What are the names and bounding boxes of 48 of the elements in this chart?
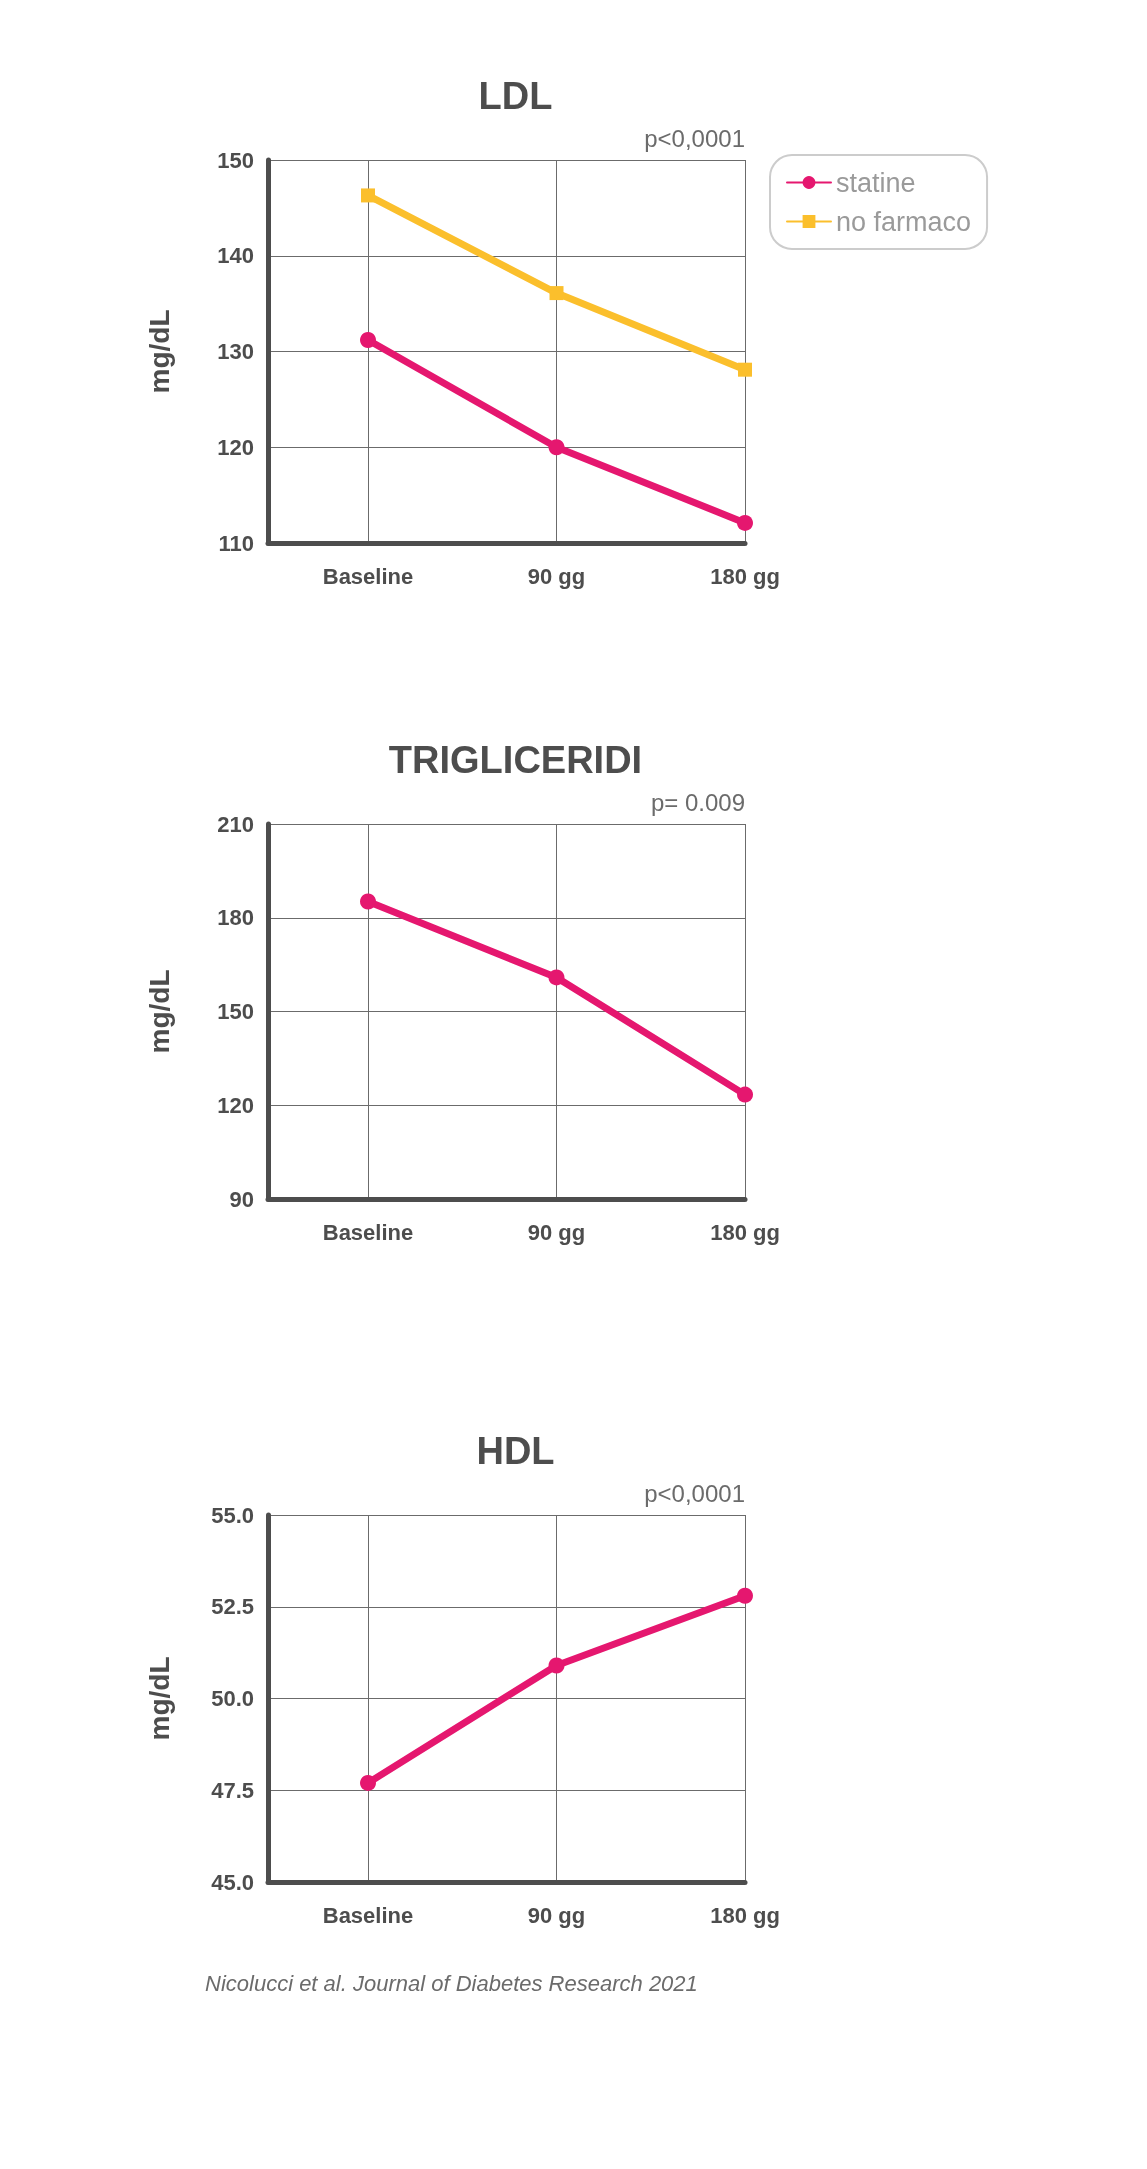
x-tick-label: 180 gg bbox=[710, 1219, 780, 1245]
y-tick-label: 52.5 bbox=[211, 1594, 254, 1620]
y-axis-title: mg/dL bbox=[143, 309, 175, 394]
point bbox=[548, 1657, 565, 1674]
text: p<0,0001 bbox=[644, 124, 746, 152]
y-tick-label: 47.5 bbox=[211, 1777, 254, 1803]
legend-label: no farmaco bbox=[836, 206, 972, 237]
x-tick-label: 180 gg bbox=[710, 1902, 780, 1928]
x-tick-label: Baseline bbox=[322, 563, 414, 589]
y-tick-label: 120 bbox=[217, 1092, 254, 1118]
point bbox=[737, 514, 753, 531]
point bbox=[360, 893, 376, 910]
legend-label: statine bbox=[836, 167, 916, 198]
y-tick-label: 90 bbox=[229, 1186, 254, 1212]
y-tick-label: 120 bbox=[217, 434, 254, 460]
y-axis-title: mg/dL bbox=[143, 969, 175, 1054]
point bbox=[549, 286, 564, 301]
chart-title: TRIGLICERIDI bbox=[388, 739, 643, 781]
x-tick-label: 90 gg bbox=[527, 1219, 586, 1245]
point bbox=[737, 1086, 753, 1103]
point bbox=[360, 1774, 376, 1791]
y-tick-label: 110 bbox=[218, 530, 254, 556]
x-tick-label: 90 gg bbox=[527, 1902, 586, 1928]
x-tick-label: Baseline bbox=[322, 1902, 414, 1928]
y-tick-label: 140 bbox=[217, 243, 254, 269]
point bbox=[737, 1587, 753, 1604]
text: Nicolucci et al. Journal of Diabetes Research 2021 bbox=[205, 1970, 698, 1996]
chart-title: LDL bbox=[478, 75, 553, 117]
point bbox=[548, 439, 565, 456]
y-tick-label: 50.0 bbox=[211, 1686, 254, 1711]
point bbox=[548, 969, 565, 986]
chart-title: HDL bbox=[476, 1430, 555, 1472]
y-tick-label: 55.0 bbox=[211, 1502, 254, 1528]
y-tick-label: 210 bbox=[217, 811, 254, 837]
text: p= 0.009 bbox=[650, 788, 745, 816]
point bbox=[360, 332, 376, 349]
y-tick-label: 150 bbox=[217, 147, 254, 173]
x-tick-label: 90 gg bbox=[527, 563, 586, 589]
y-axis-title: mg/dL bbox=[143, 1656, 175, 1741]
x-tick-label: 180 gg bbox=[710, 563, 780, 589]
y-tick-label: 45.0 bbox=[211, 1869, 254, 1895]
x-tick-label: Baseline bbox=[322, 1219, 414, 1245]
text: p<0,0001 bbox=[644, 1479, 746, 1507]
y-tick-label: 130 bbox=[217, 339, 254, 364]
point bbox=[738, 362, 752, 377]
point bbox=[361, 188, 375, 203]
y-tick-label: 150 bbox=[217, 999, 254, 1024]
y-tick-label: 180 bbox=[217, 905, 254, 931]
